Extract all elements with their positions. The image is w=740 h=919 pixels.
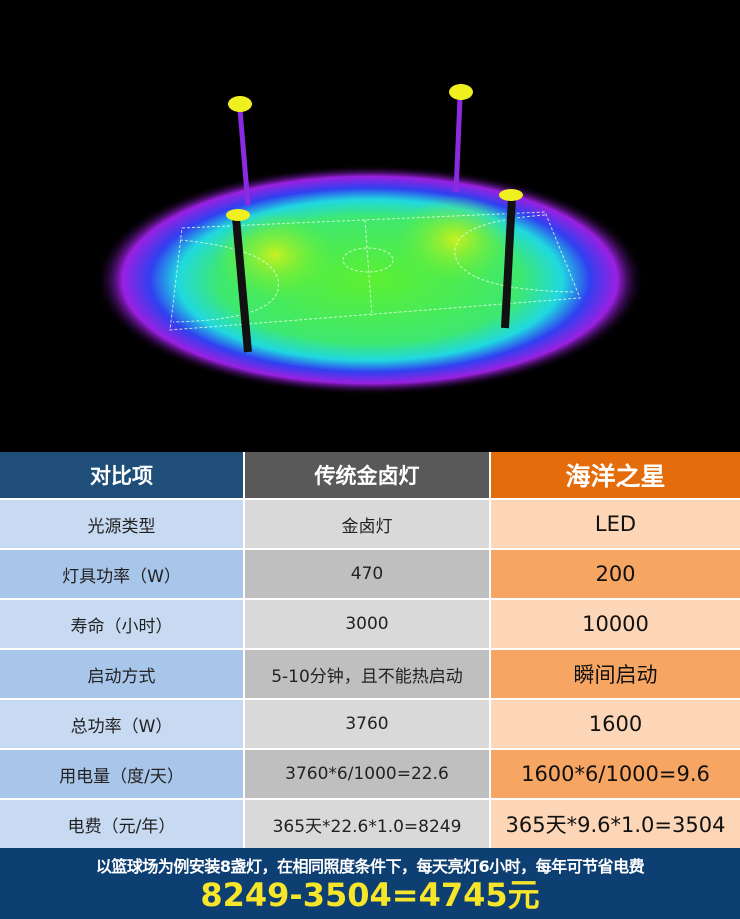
traditional-value: 3000 <box>245 600 491 648</box>
traditional-value: 470 <box>245 550 491 598</box>
row-label: 总功率（W） <box>0 700 245 748</box>
led-value: 1600*6/1000=9.6 <box>491 750 740 798</box>
table-row: 启动方式 5-10分钟，且不能热启动 瞬间启动 <box>0 650 740 700</box>
table-header: 对比项 传统金卤灯 海洋之星 <box>0 452 740 500</box>
table-row: 电费（元/年） 365天*22.6*1.0=8249 365天*9.6*1.0=35… <box>0 800 740 850</box>
light-pole-back-left <box>228 96 252 206</box>
comparison-table: 对比项 传统金卤灯 海洋之星 光源类型 金卤灯 LED 灯具功率（W） 470 200 … <box>0 452 740 850</box>
light-pole-back-right <box>449 84 473 193</box>
traditional-value: 365天*22.6*1.0=8249 <box>245 800 491 848</box>
led-value: 365天*9.6*1.0=3504 <box>491 800 740 848</box>
led-value: 1600 <box>491 700 740 748</box>
row-label: 用电量（度/天） <box>0 750 245 798</box>
header-led: 海洋之星 <box>491 452 740 498</box>
row-label: 电费（元/年） <box>0 800 245 848</box>
row-label: 启动方式 <box>0 650 245 698</box>
led-value: 瞬间启动 <box>491 650 740 698</box>
table-row: 总功率（W） 3760 1600 <box>0 700 740 750</box>
savings-description: 以篮球场为例安装8盏灯，在相同照度条件下，每天亮灯6小时，每年可节省电费 <box>95 857 645 876</box>
light-glow <box>95 165 645 395</box>
traditional-value: 5-10分钟，且不能热启动 <box>245 650 491 698</box>
table-row: 用电量（度/天） 3760*6/1000=22.6 1600*6/1000=9.6 <box>0 750 740 800</box>
table-row: 光源类型 金卤灯 LED <box>0 500 740 550</box>
row-label: 寿命（小时） <box>0 600 245 648</box>
traditional-value: 金卤灯 <box>245 500 491 548</box>
traditional-value: 3760 <box>245 700 491 748</box>
led-value: LED <box>491 500 740 548</box>
row-label: 光源类型 <box>0 500 245 548</box>
led-value: 10000 <box>491 600 740 648</box>
light-pole-front-left <box>226 209 252 353</box>
table-row: 灯具功率（W） 470 200 <box>0 550 740 600</box>
row-label: 灯具功率（W） <box>0 550 245 598</box>
traditional-value: 3760*6/1000=22.6 <box>245 750 491 798</box>
basketball-court-illumination-illustration <box>0 0 740 452</box>
led-value: 200 <box>491 550 740 598</box>
court-lines <box>169 211 581 331</box>
header-item: 对比项 <box>0 452 245 498</box>
header-traditional: 传统金卤灯 <box>245 452 491 498</box>
table-row: 寿命（小时） 3000 10000 <box>0 600 740 650</box>
light-pole-front-right <box>499 189 523 329</box>
savings-banner: 以篮球场为例安装8盏灯，在相同照度条件下，每天亮灯6小时，每年可节省电费 824… <box>0 848 740 919</box>
hot-spot-right <box>395 195 515 285</box>
savings-amount: 8249-3504=4745元 <box>200 876 540 914</box>
